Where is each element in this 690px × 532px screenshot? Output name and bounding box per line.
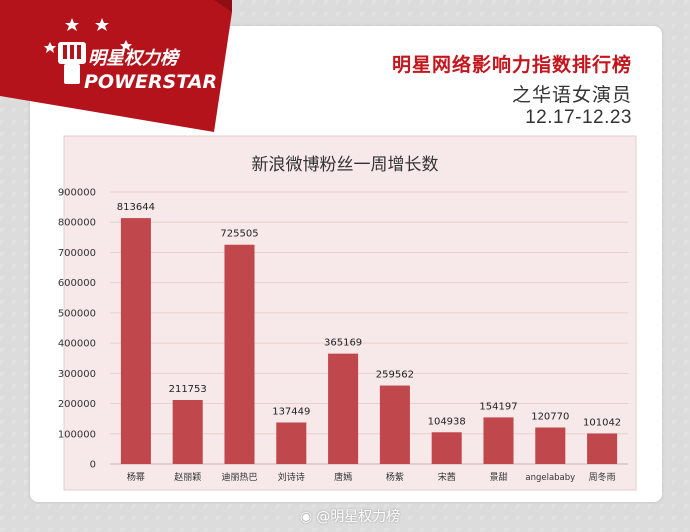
y-tick-label: 400000 <box>58 339 96 350</box>
x-tick-label: 赵丽颖 <box>174 471 201 483</box>
bar <box>535 427 566 464</box>
bar <box>379 385 410 464</box>
y-tick-label: 100000 <box>58 429 96 440</box>
x-axis-ticks: 杨幂 赵丽颖 迪丽热巴 刘诗诗 唐嫣 杨紫 宋茜 景甜 angelababy 周冬雨 <box>127 471 616 483</box>
x-tick-label: 杨紫 <box>386 471 404 483</box>
x-tick-label: 周冬雨 <box>589 471 616 483</box>
bar <box>431 432 462 464</box>
bar <box>120 218 151 464</box>
data-label: 120770 <box>531 412 569 423</box>
bar <box>276 422 307 464</box>
bar <box>483 417 514 464</box>
logo-en-text: POWERSTAR <box>84 71 217 93</box>
bar <box>328 353 359 464</box>
bar <box>224 244 255 464</box>
y-tick-label: 200000 <box>58 399 96 410</box>
bar <box>587 433 618 464</box>
watermark: ◉ @明星权力榜 <box>300 506 400 526</box>
x-tick-label: 宋茜 <box>438 471 456 483</box>
data-label: 725505 <box>220 229 258 240</box>
x-tick-label: angelababy <box>525 473 575 483</box>
brand-logo: 明星权力榜 POWERSTAR <box>0 0 240 140</box>
y-axis-ticks: 0 100000 200000 300000 400000 500000 600000 700… <box>58 188 96 471</box>
data-label: 211753 <box>169 384 207 395</box>
data-label: 365169 <box>324 338 362 349</box>
data-label: 813644 <box>117 202 155 213</box>
data-label: 137449 <box>272 406 310 417</box>
bars <box>120 218 618 464</box>
y-tick-label: 0 <box>90 460 96 471</box>
weibo-icon: ◉ <box>300 509 313 525</box>
data-label: 101042 <box>583 417 621 428</box>
y-tick-label: 300000 <box>58 369 96 380</box>
x-tick-label: 景甜 <box>489 471 507 483</box>
x-tick-label: 刘诗诗 <box>278 471 305 483</box>
x-tick-label: 迪丽热巴 <box>221 471 257 483</box>
y-tick-label: 500000 <box>58 308 96 319</box>
y-tick-label: 900000 <box>58 188 96 199</box>
y-tick-label: 800000 <box>58 218 96 229</box>
page-subtitle: 之华语女演员 <box>511 84 632 106</box>
data-label: 259562 <box>376 370 414 381</box>
data-label: 104938 <box>428 416 466 427</box>
x-tick-label: 唐嫣 <box>334 471 352 483</box>
bar <box>172 400 203 464</box>
y-tick-label: 600000 <box>58 278 96 289</box>
date-range: 12.17-12.23 <box>525 107 632 128</box>
chart-title: 新浪微博粉丝一周增长数 <box>252 155 439 175</box>
data-label: 154197 <box>479 401 517 412</box>
y-tick-label: 700000 <box>58 248 96 259</box>
x-tick-label: 杨幂 <box>127 471 145 483</box>
logo-cn-text: 明星权力榜 <box>88 48 181 69</box>
page-title: 明星网络影响力指数排行榜 <box>391 54 632 76</box>
value-labels: 813644 211753 725505 137449 365169 259562 1049… <box>117 202 621 428</box>
watermark-text: @明星权力榜 <box>316 509 401 525</box>
